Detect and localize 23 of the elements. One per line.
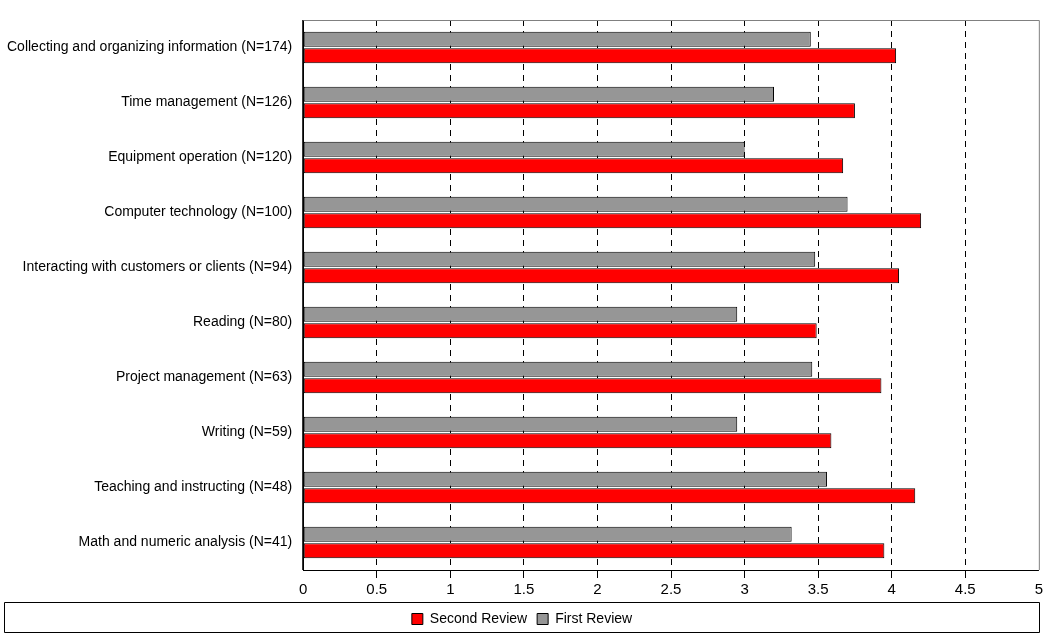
x-tick-label: 2.5: [660, 580, 682, 598]
y-tick-label: Math and numeric analysis (N=41): [78, 533, 293, 550]
y-tick-label: Time management (N=126): [121, 93, 293, 110]
y-tick-label: Equipment operation (N=120): [108, 148, 293, 165]
y-tick-label: Collecting and organizing information (N=174): [7, 38, 293, 55]
x-tick-label: 2: [593, 580, 602, 598]
y-tick-label: Interacting with customers or clients (N=94): [22, 258, 293, 275]
x-tick-label: 0: [299, 580, 308, 598]
y-tick-label: Computer technology (N=100): [104, 203, 293, 220]
y-tick-label: Writing (N=59): [201, 423, 293, 440]
x-tick-label: 1: [446, 580, 455, 598]
y-tick-label: Reading (N=80): [192, 313, 293, 330]
x-tick-label: 3.5: [807, 580, 829, 598]
x-tick-label: 4.5: [954, 580, 976, 598]
x-tick-label: 0.5: [366, 580, 388, 598]
x-tick-label: 3: [740, 580, 749, 598]
legend-label: First Review: [555, 609, 634, 626]
x-tick-label: 4: [887, 580, 896, 598]
y-tick-label: Project management (N=63): [115, 368, 293, 385]
x-tick-label: 5: [1034, 580, 1043, 598]
y-tick-label: Teaching and instructing (N=48): [94, 478, 293, 495]
legend-label: Second Review: [429, 609, 529, 626]
x-tick-label: 1.5: [513, 580, 535, 598]
